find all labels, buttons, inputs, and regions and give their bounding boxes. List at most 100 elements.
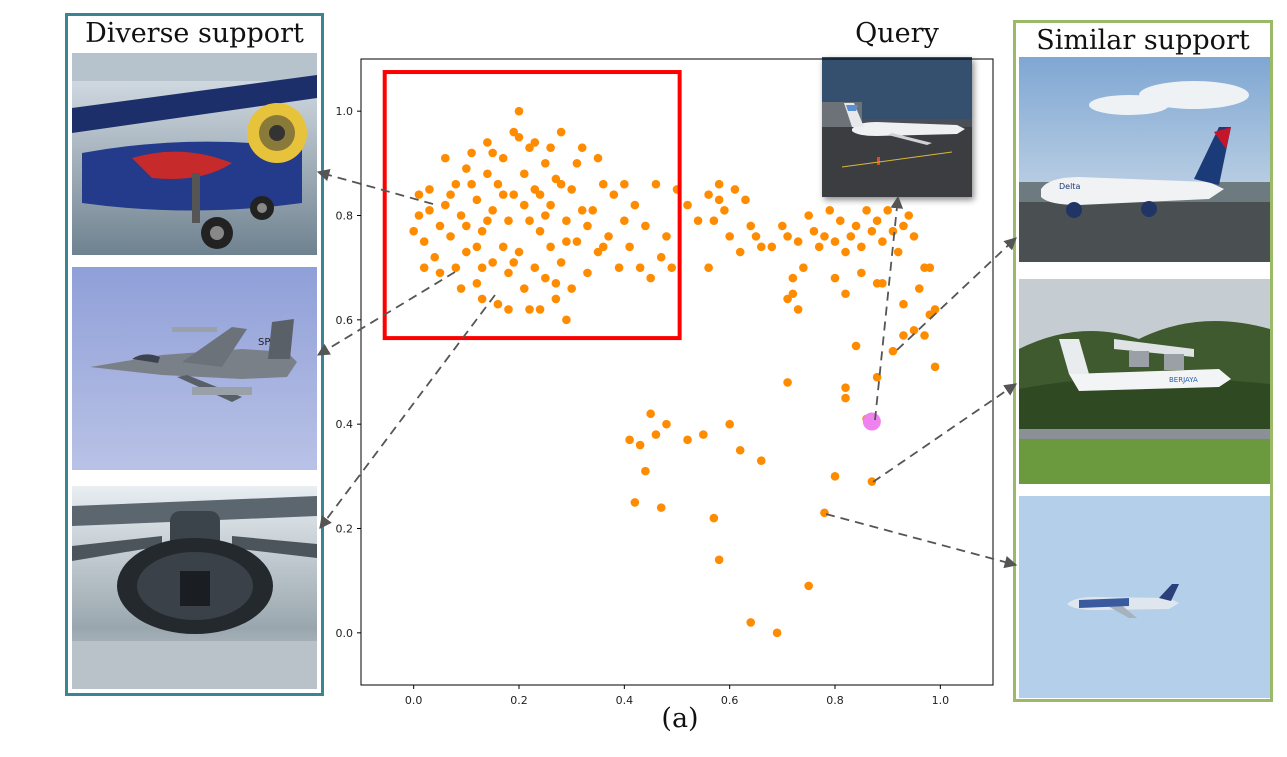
data-point [793,237,803,246]
data-point [635,440,645,450]
dashed-arrow [316,168,434,205]
data-point [641,221,650,231]
data-point [783,378,792,387]
data-point [625,242,634,252]
data-point [841,383,850,392]
data-point [862,205,871,215]
data-point [525,216,534,226]
data-point [709,216,719,226]
data-point [809,226,819,236]
data-points [409,106,940,638]
data-point [625,435,634,445]
data-point [893,247,903,257]
data-point [683,200,692,210]
data-point [519,284,529,293]
data-point [920,263,929,272]
data-point [830,273,840,283]
data-point [656,252,666,262]
data-point [493,299,503,309]
data-point [783,232,792,241]
data-point [530,185,540,194]
data-point [783,294,792,304]
data-point [504,268,513,278]
data-point [867,226,877,236]
data-point [462,221,471,231]
dashed-arrow [874,195,904,421]
data-point [714,195,724,205]
data-point [477,294,487,304]
data-point [656,503,666,512]
data-point [746,618,756,627]
data-point [425,205,434,215]
data-point [899,299,908,309]
data-point [451,179,461,189]
data-point [472,195,482,205]
x-tick-label: 0.6 [721,694,739,707]
data-point [593,153,603,163]
data-point [514,247,524,257]
data-point [435,268,445,278]
y-tick-label: 0.8 [336,210,354,223]
data-point [488,148,497,158]
data-point [714,555,724,565]
data-point [741,195,750,205]
data-point [709,513,719,523]
red-bull-biplane-image [72,53,317,255]
y-tick-label: 0.2 [336,523,354,536]
data-point [846,232,856,241]
data-point [888,226,898,236]
data-point [725,419,734,429]
data-point [472,242,482,252]
data-point [546,200,555,210]
data-point [530,263,540,272]
data-point [667,263,677,272]
data-point [493,179,503,189]
data-point [841,247,850,257]
data-point [519,200,529,210]
data-point [488,258,497,267]
data-point [641,466,650,476]
data-point [483,169,492,179]
data-point [651,179,661,189]
data-point [514,132,524,142]
y-tick-label: 0.4 [336,418,354,431]
y-tick-label: 0.6 [336,314,354,327]
data-point [567,185,576,194]
data-point [841,289,850,299]
data-point [788,273,798,283]
data-point [735,445,745,455]
svg-text:Delta: Delta [1059,182,1080,191]
data-point [509,127,519,137]
data-point [419,263,429,272]
data-point [720,205,729,215]
data-point [799,263,808,272]
data-point [498,242,508,252]
x-tick-label: 0.8 [826,694,844,707]
data-point [930,362,940,372]
similar-support-panel: Similar support Delta [1013,20,1273,702]
data-point [662,419,671,429]
data-point [693,216,703,226]
data-point [830,472,840,481]
data-point [572,159,582,168]
plot-frame [360,58,994,686]
data-point [630,200,640,210]
diverse-support-panel: Diverse support [65,13,324,696]
data-point [630,498,640,507]
data-point [683,435,692,445]
data-point [751,232,761,241]
data-point [519,169,529,179]
data-point [614,263,624,272]
data-point [804,211,813,220]
data-point [620,179,629,189]
data-point [635,263,645,272]
data-point [598,242,608,252]
query-title: Query [855,18,939,49]
data-point [456,284,466,293]
data-point [562,216,571,226]
data-point [556,179,566,189]
data-point [488,205,497,215]
y-tick-label: 1.0 [336,105,354,118]
data-point [851,221,861,231]
data-point [551,174,561,184]
